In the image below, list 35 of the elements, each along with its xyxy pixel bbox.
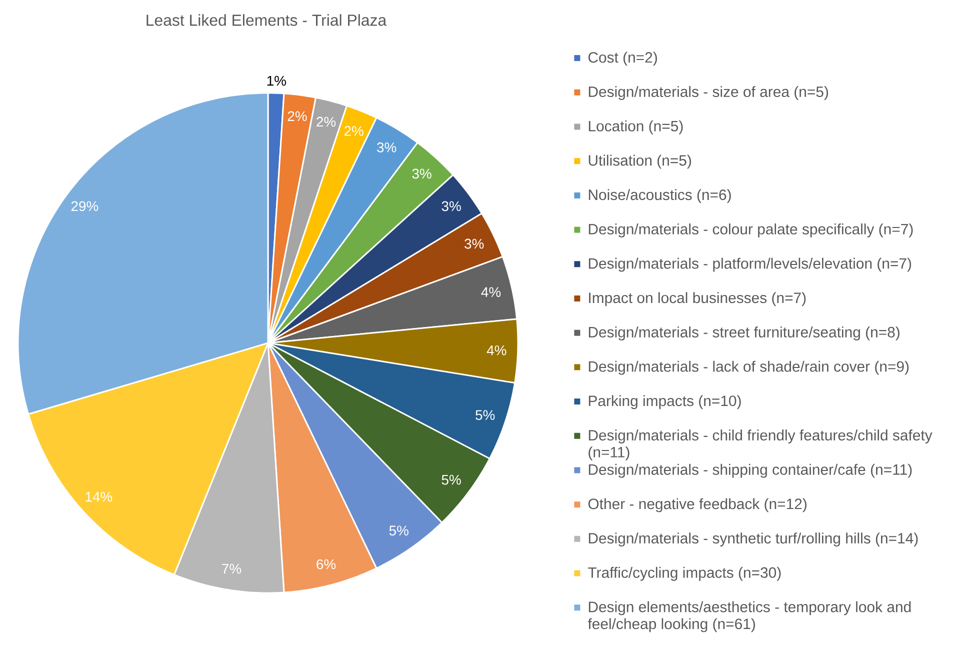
- legend-label: Design/materials - shipping container/cafe (n=11): [588, 464, 912, 478]
- data-label: 4%: [481, 287, 501, 297]
- legend-label: Design/materials - lack of shade/rain cover (n=9): [588, 360, 909, 375]
- data-label: 5%: [476, 410, 495, 420]
- data-label: 3%: [464, 238, 484, 249]
- legend-label: Impact on local businesses (n=7): [589, 292, 806, 306]
- data-label: 2%: [288, 111, 307, 122]
- data-label: 3%: [377, 142, 396, 152]
- legend-label: Design/materials - platform/levels/elevation (n=7): [588, 258, 912, 272]
- legend-label: Design/materials - street furniture/seating (n=8): [588, 326, 900, 340]
- legend-label: Utilisation (n=5): [588, 154, 691, 169]
- data-label: 3%: [412, 168, 432, 179]
- legend-label: Traffic/cycling impacts (n=30): [588, 566, 781, 581]
- data-label: 1%: [267, 76, 286, 86]
- data-label: 2%: [316, 116, 336, 127]
- legend-label: Design/materials - size of area (n=5): [588, 86, 828, 100]
- data-label: 5%: [442, 474, 461, 485]
- data-label: 3%: [442, 201, 461, 212]
- data-label: 5%: [389, 526, 408, 536]
- chart-title: Least Liked Elements - Trial Plaza: [146, 14, 387, 26]
- legend-label: Noise/acoustics (n=6): [588, 189, 731, 204]
- legend-label: Other - negative feedback (n=12): [588, 498, 806, 512]
- data-label: 2%: [344, 126, 364, 136]
- legend-label: Design/materials - child friendly features/child safety (n=11): [588, 430, 932, 460]
- data-label: 4%: [486, 345, 506, 356]
- legend-label: Location (n=5): [588, 120, 683, 134]
- legend-label: Design elements/aesthetics - temporary look and feel/cheap looking (n=61): [588, 601, 911, 632]
- legend-label: Design/materials - colour palate specifically (n=7): [588, 223, 913, 238]
- data-label: 6%: [316, 559, 336, 570]
- legend-label: Parking impacts (n=10): [588, 395, 741, 410]
- legend-label: Cost (n=2): [588, 52, 657, 66]
- data-label: 14%: [86, 492, 112, 502]
- data-label: 7%: [222, 564, 242, 574]
- legend-label: Design/materials - synthetic turf/rolling hills (n=14): [588, 532, 918, 546]
- data-label: 29%: [71, 201, 98, 212]
